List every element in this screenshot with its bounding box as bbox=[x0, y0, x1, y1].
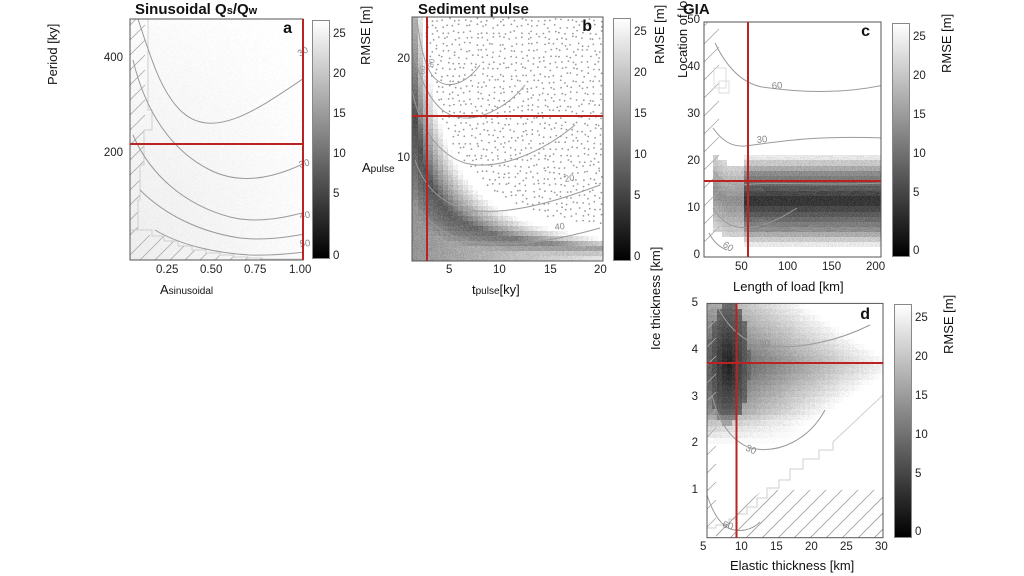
svg-text:d: d bbox=[860, 306, 870, 323]
svg-text:30: 30 bbox=[744, 443, 758, 457]
svg-text:30: 30 bbox=[759, 339, 771, 351]
svg-text:60: 60 bbox=[721, 519, 734, 532]
